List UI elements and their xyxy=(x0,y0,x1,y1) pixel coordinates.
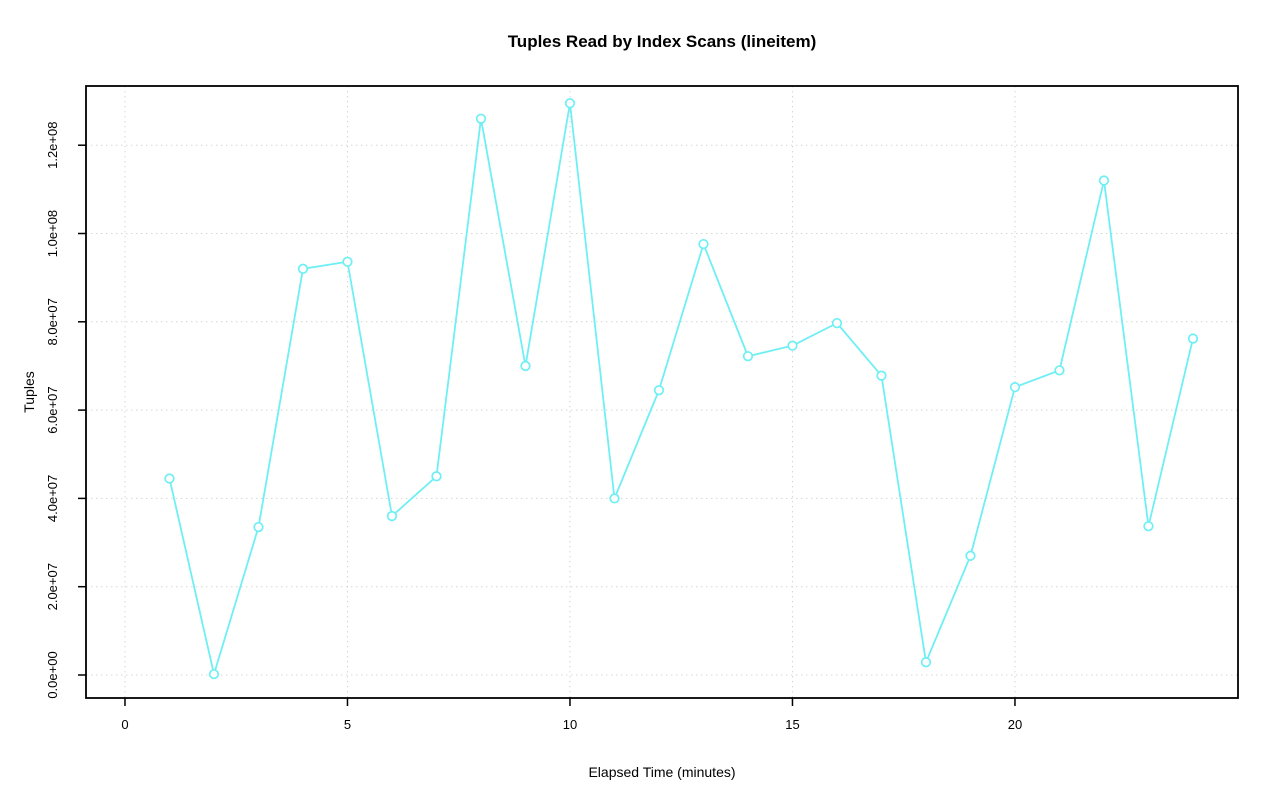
data-point xyxy=(297,263,309,274)
data-point xyxy=(787,340,798,351)
data-point xyxy=(1098,175,1110,186)
data-point xyxy=(1009,381,1021,393)
x-tick-label: 0 xyxy=(121,717,128,732)
data-point xyxy=(431,471,442,482)
data-point xyxy=(698,238,709,250)
chart-title: Tuples Read by Index Scans (lineitem) xyxy=(508,32,817,51)
x-tick-label: 10 xyxy=(563,717,577,732)
data-point xyxy=(965,550,976,561)
x-tick-label: 5 xyxy=(344,717,351,732)
data-point xyxy=(876,370,887,381)
grid-layer xyxy=(86,86,1238,698)
y-tick-label: 1.2e+08 xyxy=(45,122,60,169)
data-point xyxy=(253,521,264,533)
data-point xyxy=(164,473,175,484)
plot-box xyxy=(85,85,1239,699)
data-point xyxy=(609,493,620,504)
x-axis-title: Elapsed Time (minutes) xyxy=(588,764,735,780)
data-point xyxy=(520,360,531,372)
axis-layer: 0 5 10 15 20 0.0e+00 2.0e+07 4.0e+07 6.0e+07 8.0e… xyxy=(45,85,1239,732)
data-point xyxy=(386,510,398,522)
data-point xyxy=(1187,333,1199,344)
data-point xyxy=(920,657,932,668)
data-point xyxy=(1143,521,1154,532)
data-point xyxy=(475,113,487,124)
y-tick-label: 1.0e+08 xyxy=(45,210,60,257)
data-point xyxy=(342,256,353,267)
data-point xyxy=(831,317,843,329)
data-point xyxy=(208,668,220,680)
data-line xyxy=(168,102,1194,676)
data-point xyxy=(564,98,576,109)
y-axis-title: Tuples xyxy=(21,371,37,413)
y-tick-label: 6.0e+07 xyxy=(45,386,60,433)
data-point xyxy=(742,351,754,362)
data-series-layer xyxy=(164,98,1199,680)
y-tick-label: 8.0e+07 xyxy=(45,298,60,345)
x-tick-label: 15 xyxy=(785,717,799,732)
y-tick-label: 0.0e+00 xyxy=(45,651,60,698)
data-point xyxy=(1054,365,1065,376)
y-tick-label: 4.0e+07 xyxy=(45,475,60,522)
y-tick-label: 2.0e+07 xyxy=(45,563,60,610)
x-tick-label: 20 xyxy=(1008,717,1022,732)
data-point xyxy=(653,385,665,396)
